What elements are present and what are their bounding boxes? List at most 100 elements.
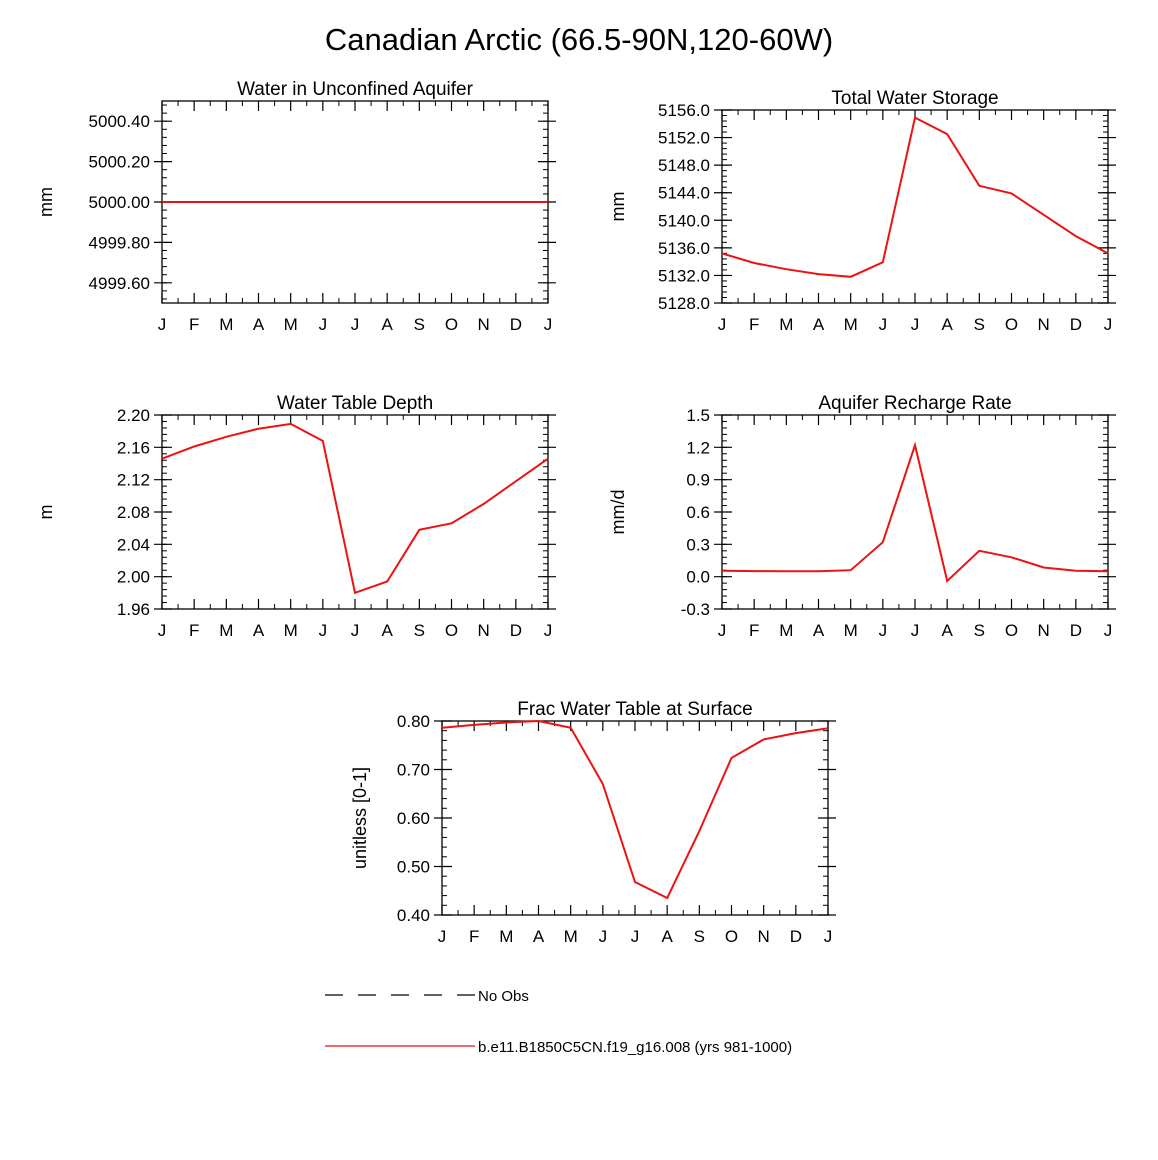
x-tick-label: J — [718, 315, 727, 334]
y-tick-label: 0.6 — [686, 503, 710, 522]
x-tick-label: J — [911, 621, 920, 640]
y-tick-label: 2.08 — [117, 503, 150, 522]
x-tick-label: J — [911, 315, 920, 334]
x-tick-label: F — [189, 315, 199, 334]
legend: No Obs b.e11.B1850C5CN.f19_g16.008 (yrs … — [325, 988, 792, 1056]
x-tick-label: F — [469, 927, 479, 946]
x-tick-label: A — [813, 621, 825, 640]
y-tick-label: 4999.80 — [89, 233, 150, 252]
x-tick-label: M — [219, 315, 233, 334]
x-tick-label: N — [478, 315, 490, 334]
x-tick-label: J — [438, 927, 447, 946]
y-tick-label: 0.80 — [397, 712, 430, 731]
x-tick-label: F — [189, 621, 199, 640]
y-tick-label: 5140.0 — [658, 211, 710, 230]
x-tick-label: A — [381, 315, 393, 334]
x-tick-label: D — [790, 927, 802, 946]
x-tick-label: J — [319, 621, 328, 640]
y-tick-label: 0.40 — [397, 906, 430, 925]
plot-frame — [721, 109, 1109, 304]
x-tick-label: A — [661, 927, 673, 946]
y-tick-label: 2.12 — [117, 471, 150, 490]
x-tick-label: J — [351, 621, 360, 640]
y-tick-label: 5156.0 — [658, 101, 710, 120]
x-tick-label: J — [599, 927, 608, 946]
y-tick-label: 5000.20 — [89, 153, 150, 172]
plot-frame — [441, 720, 829, 916]
x-tick-label: N — [478, 621, 490, 640]
y-tick-label: 0.50 — [397, 858, 430, 877]
panel-title: Frac Water Table at Surface — [517, 699, 753, 720]
x-tick-label: J — [1104, 621, 1113, 640]
y-tick-label: 5128.0 — [658, 294, 710, 313]
y-axis-label: mm/d — [608, 490, 628, 535]
x-tick-label: D — [1070, 315, 1082, 334]
series-line-model — [441, 719, 829, 900]
y-tick-label: 0.0 — [686, 568, 710, 587]
x-tick-label: J — [544, 315, 553, 334]
y-tick-label: 0.60 — [397, 809, 430, 828]
y-tick-label: 1.96 — [117, 600, 150, 619]
x-tick-label: M — [219, 621, 233, 640]
series-line-model — [721, 441, 1109, 583]
plot-frame — [161, 414, 549, 610]
x-tick-label: J — [544, 621, 553, 640]
x-tick-label: J — [158, 621, 167, 640]
y-tick-label: 5148.0 — [658, 156, 710, 175]
y-tick-label: 2.20 — [117, 406, 150, 425]
x-tick-label: J — [158, 315, 167, 334]
x-tick-label: M — [284, 315, 298, 334]
x-tick-label: J — [319, 315, 328, 334]
x-tick-label: A — [813, 315, 825, 334]
x-tick-label: A — [381, 621, 393, 640]
main-title: Canadian Arctic (66.5-90N,120-60W) — [324, 22, 834, 57]
series-line-model — [161, 422, 549, 595]
y-tick-label: 2.16 — [117, 438, 150, 457]
x-tick-label: A — [253, 315, 265, 334]
x-tick-label: J — [824, 927, 833, 946]
x-tick-label: S — [694, 927, 705, 946]
x-tick-label: J — [631, 927, 640, 946]
y-tick-label: 5000.40 — [89, 112, 150, 131]
x-tick-label: A — [533, 927, 545, 946]
x-tick-label: S — [414, 315, 425, 334]
y-axis-label: mm — [36, 187, 56, 217]
panel-title: Total Water Storage — [831, 88, 998, 109]
x-tick-label: A — [941, 621, 953, 640]
y-tick-label: 5152.0 — [658, 129, 710, 148]
x-tick-label: N — [1038, 621, 1050, 640]
x-tick-label: A — [253, 621, 265, 640]
x-tick-label: M — [844, 621, 858, 640]
y-tick-label: 2.04 — [117, 535, 150, 554]
x-tick-label: O — [1005, 315, 1018, 334]
y-tick-label: 5144.0 — [658, 184, 710, 203]
x-tick-label: D — [1070, 621, 1082, 640]
panel-title: Water Table Depth — [277, 393, 433, 414]
y-axis-label: m — [36, 505, 56, 520]
x-tick-label: J — [1104, 315, 1113, 334]
series-line-model — [721, 116, 1109, 278]
x-tick-label: O — [445, 315, 458, 334]
y-tick-label: 0.9 — [686, 471, 710, 490]
x-tick-label: N — [758, 927, 770, 946]
y-axis-label: unitless [0-1] — [350, 767, 370, 869]
x-tick-label: O — [445, 621, 458, 640]
y-tick-label: 5136.0 — [658, 239, 710, 258]
x-tick-label: F — [749, 621, 759, 640]
y-tick-label: 0.70 — [397, 761, 430, 780]
x-tick-label: J — [879, 621, 888, 640]
x-tick-label: M — [844, 315, 858, 334]
x-tick-label: M — [284, 621, 298, 640]
x-tick-label: A — [941, 315, 953, 334]
y-tick-label: 0.3 — [686, 535, 710, 554]
y-tick-label: 5132.0 — [658, 266, 710, 285]
y-tick-label: -0.3 — [681, 600, 710, 619]
x-tick-label: S — [974, 621, 985, 640]
y-axis-label: mm — [608, 192, 628, 222]
x-tick-label: J — [351, 315, 360, 334]
panel-title: Aquifer Recharge Rate — [818, 393, 1011, 414]
